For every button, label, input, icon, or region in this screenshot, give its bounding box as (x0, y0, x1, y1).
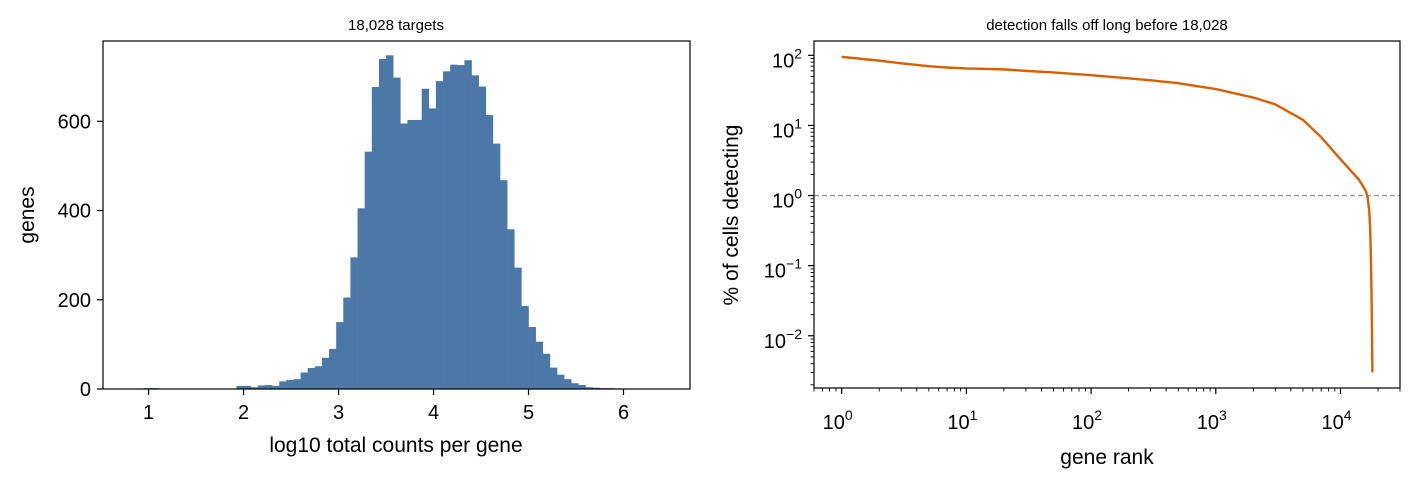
histogram-bar (443, 71, 451, 389)
histogram-bar (286, 380, 294, 389)
histogram-bar (492, 143, 501, 389)
histogram-x-axis-label: log10 total counts per gene (269, 434, 522, 457)
histogram-bar (578, 384, 586, 389)
histogram-bar (421, 88, 430, 390)
histogram-bar (428, 108, 437, 390)
x-tick-label: 102 (1072, 407, 1102, 434)
x-tick-label: 6 (618, 402, 629, 424)
histogram-bar (507, 229, 515, 389)
x-tick-label: 1 (143, 402, 154, 424)
y-tick-label: 10−1 (764, 256, 802, 283)
histogram-bar (386, 55, 394, 389)
histogram-ticks: 1 2 3 4 5 6 0 200 400 600 (58, 111, 629, 424)
histogram-bar (393, 77, 401, 389)
histogram-bar (435, 81, 444, 390)
histogram-bars (143, 55, 622, 390)
histogram-bar (528, 326, 536, 389)
y-tick-label: 600 (58, 111, 91, 133)
histogram-bar (585, 387, 593, 389)
histogram-bar (357, 208, 365, 389)
histogram-bar (307, 368, 316, 389)
histogram-axes-frame (102, 40, 691, 390)
histogram-bar (257, 385, 266, 389)
y-tick-label: 102 (772, 45, 802, 72)
histogram-bar (592, 387, 601, 389)
y-tick-label: 101 (772, 115, 802, 142)
histogram-bar (250, 387, 259, 389)
y-tick-label: 200 (58, 290, 91, 312)
x-tick-label: 103 (1197, 407, 1227, 434)
histogram-bar (264, 384, 273, 389)
x-tick-label: 101 (947, 407, 977, 434)
histogram-bar (471, 75, 479, 389)
detection-ticks: 100 101 102 103 104 10−2 10−1 100 101 102 (764, 45, 1401, 434)
histogram-bar (293, 379, 301, 389)
histogram-bar (336, 322, 344, 389)
histogram-bar (378, 58, 387, 389)
y-tick-label: 400 (58, 201, 91, 223)
histogram-bar (400, 123, 408, 389)
detection-x-axis-label: gene rank (1060, 446, 1154, 469)
histogram-bar (414, 119, 422, 389)
y-tick-label: 10−2 (764, 326, 802, 353)
detection-panel: detection falls off long before 18,028 1… (720, 17, 1401, 469)
histogram-bar (279, 381, 287, 389)
histogram-bar (450, 64, 458, 390)
histogram-bar (500, 180, 508, 389)
histogram-bar (407, 119, 415, 389)
histogram-bar (243, 385, 251, 389)
histogram-bar (343, 297, 351, 389)
histogram-bar (371, 86, 380, 389)
histogram-bar (321, 357, 330, 389)
histogram-bar (564, 379, 572, 389)
histogram-bar (300, 372, 308, 389)
x-tick-label: 100 (823, 407, 853, 434)
detection-y-axis-label: % of cells detecting (720, 125, 743, 306)
histogram-bar (542, 353, 551, 389)
y-tick-label: 100 (772, 186, 802, 213)
histogram-bar (329, 348, 337, 389)
detection-curve (841, 55, 1374, 373)
histogram-bar (478, 86, 487, 389)
histogram-title: 18,028 targets (348, 17, 444, 34)
x-tick-label: 3 (333, 402, 344, 424)
histogram-bar (364, 151, 373, 389)
histogram-bar (350, 257, 358, 389)
histogram-bar (535, 341, 544, 389)
x-tick-label: 5 (523, 402, 534, 424)
histogram-bar (514, 267, 522, 389)
detection-title: detection falls off long before 18,028 (986, 17, 1228, 34)
histogram-y-axis-label: genes (16, 186, 39, 243)
histogram-bar (457, 65, 465, 389)
histogram-bar (521, 306, 529, 389)
x-tick-label: 2 (238, 402, 249, 424)
histogram-bar (557, 374, 565, 389)
histogram-bar (549, 367, 558, 389)
x-tick-label: 104 (1321, 407, 1351, 434)
histogram-bar (485, 115, 494, 389)
histogram-panel: 18,028 targets 1 2 3 4 5 6 0 200 400 600 log10 to… (16, 17, 691, 457)
detection-axes-frame (813, 40, 1401, 389)
histogram-bar (571, 383, 579, 389)
x-tick-label: 4 (428, 402, 439, 424)
histogram-bar (314, 366, 323, 389)
histogram-bar (464, 60, 472, 390)
histogram-bar (236, 385, 244, 389)
y-tick-label: 0 (80, 379, 91, 401)
histogram-bar (272, 385, 280, 389)
